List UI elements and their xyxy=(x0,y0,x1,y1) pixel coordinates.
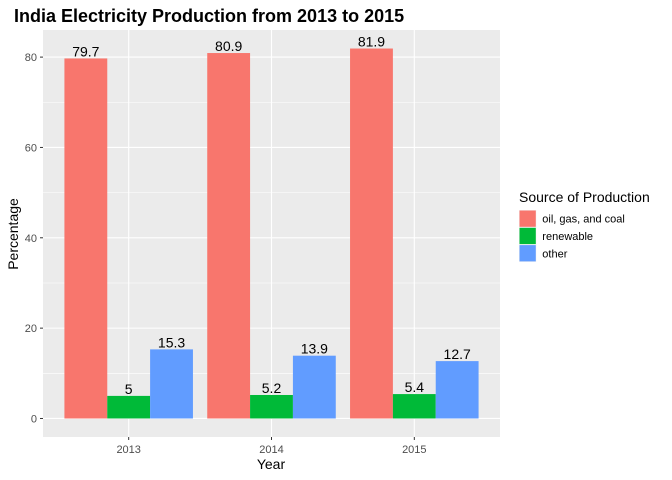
legend-label: oil, gas, and coal xyxy=(542,214,625,226)
legend-label: renewable xyxy=(542,231,593,243)
chart-title: India Electricity Production from 2013 t… xyxy=(14,6,404,26)
legend-swatch xyxy=(519,245,536,262)
x-tick-label: 2015 xyxy=(402,444,426,456)
bar xyxy=(392,394,436,419)
legend-title: Source of Production xyxy=(519,189,650,205)
y-axis: 0 20 40 60 80 xyxy=(25,52,43,425)
bar xyxy=(64,58,108,419)
data-label: 15.3 xyxy=(158,334,185,350)
data-label: 13.9 xyxy=(301,341,328,357)
x-tick-label: 2013 xyxy=(116,444,140,456)
x-axis: 2013 2014 2015 xyxy=(116,437,427,456)
bars xyxy=(64,48,479,419)
x-tick-label: 2014 xyxy=(259,444,283,456)
bar xyxy=(350,48,393,419)
x-axis-title: Year xyxy=(257,456,286,472)
bar xyxy=(150,349,193,419)
y-tick-label: 80 xyxy=(25,52,37,64)
y-tick-label: 0 xyxy=(31,413,37,425)
bar xyxy=(292,355,336,419)
y-tick-label: 40 xyxy=(25,233,37,245)
legend-swatch xyxy=(519,210,536,227)
legend-label: other xyxy=(542,248,567,260)
legend: Source of Production oil, gas, and coal r… xyxy=(519,189,650,262)
y-tick-label: 20 xyxy=(25,323,37,335)
data-label: 79.7 xyxy=(72,43,99,59)
data-label: 12.7 xyxy=(444,346,471,362)
data-label: 5.2 xyxy=(262,380,282,396)
data-label: 81.9 xyxy=(358,34,385,50)
y-axis-title: Percentage xyxy=(5,198,21,270)
data-labels: 79.7 5 15.3 80.9 5.2 13.9 81.9 5.4 12.7 xyxy=(72,34,471,397)
data-label: 5 xyxy=(125,381,133,397)
bar xyxy=(250,394,293,419)
legend-swatch xyxy=(519,227,536,245)
y-tick-label: 60 xyxy=(25,142,37,154)
bar xyxy=(107,395,151,419)
gridlines xyxy=(43,30,500,437)
bar xyxy=(435,361,479,419)
data-label: 80.9 xyxy=(215,38,242,54)
bar xyxy=(207,53,251,419)
data-label: 5.4 xyxy=(405,379,425,395)
